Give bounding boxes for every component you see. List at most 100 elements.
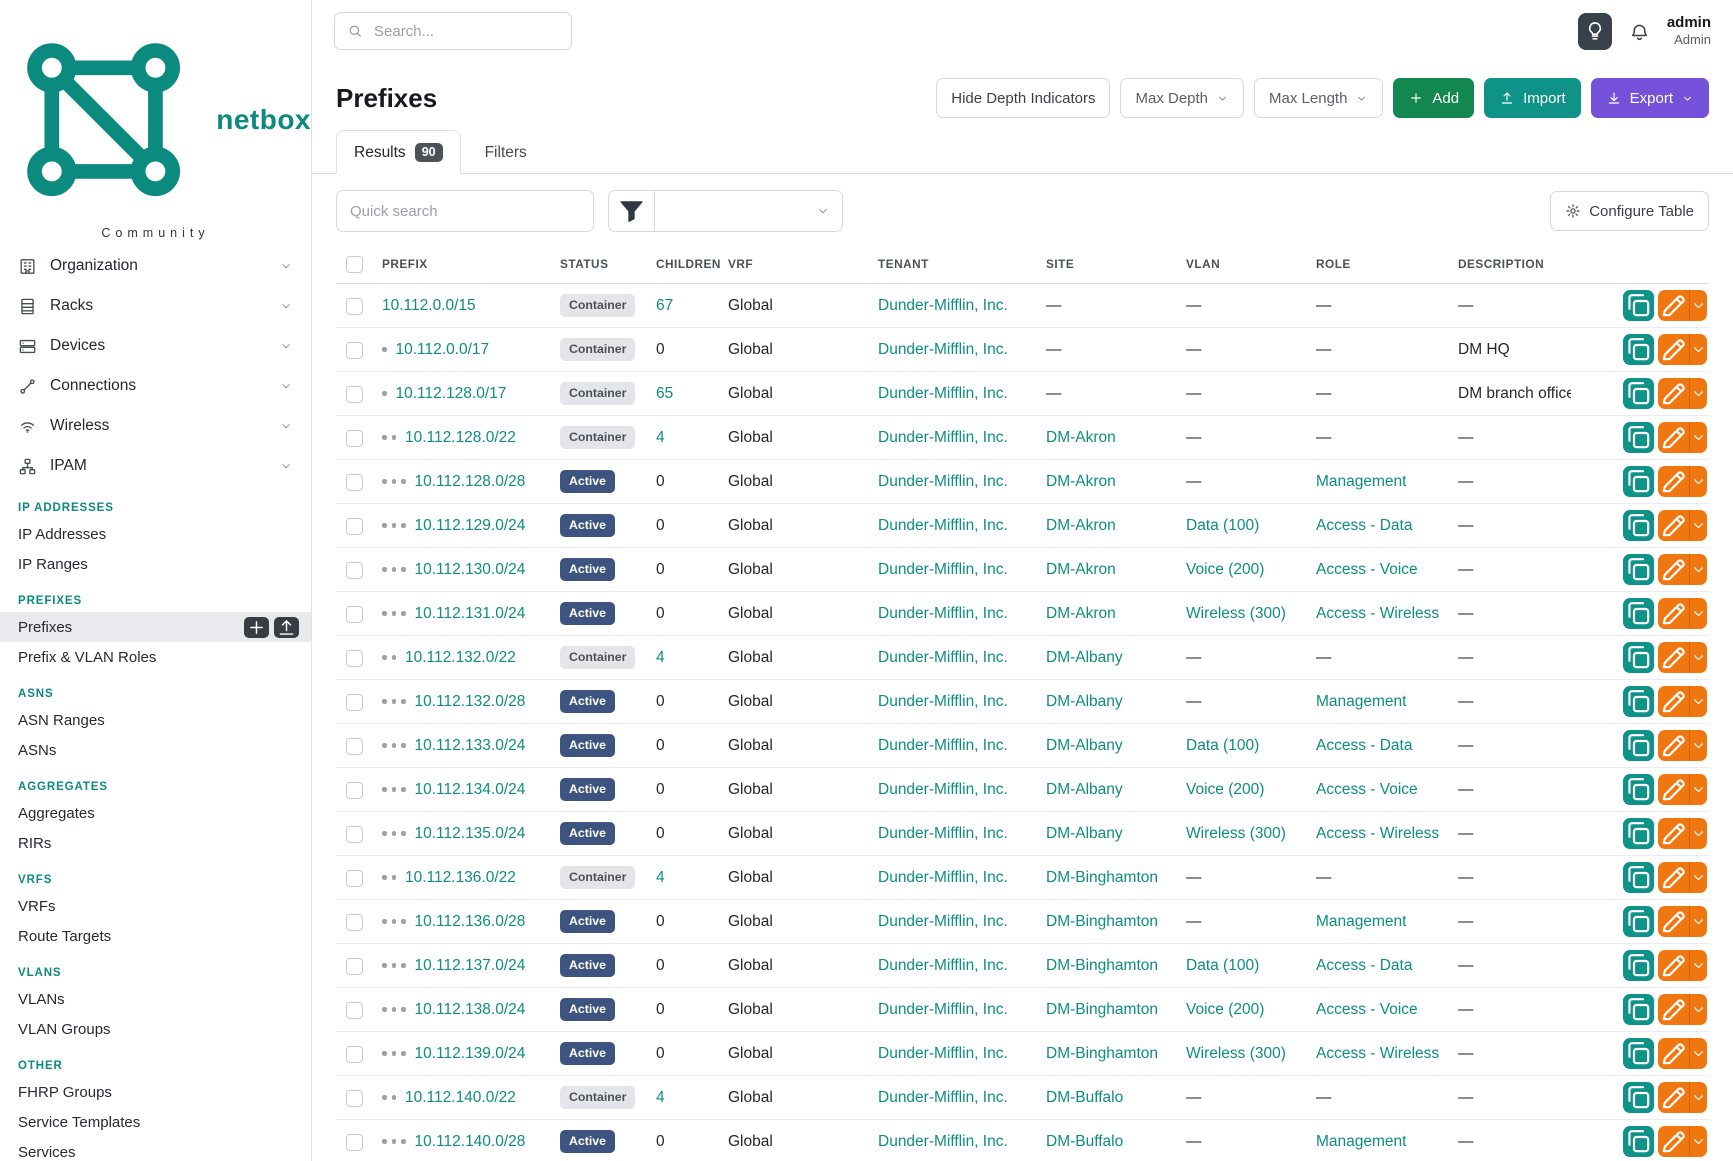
sidebar-item-ip-addresses[interactable]: IP Addresses xyxy=(0,519,311,549)
row-checkbox[interactable] xyxy=(346,650,363,667)
children-link[interactable]: 4 xyxy=(656,869,665,886)
column-header-children[interactable]: CHILDREN xyxy=(648,244,720,284)
clone-button[interactable] xyxy=(1623,334,1654,365)
edit-dropdown-toggle[interactable] xyxy=(1689,290,1707,321)
column-header-status[interactable]: STATUS xyxy=(552,244,648,284)
edit-dropdown-toggle[interactable] xyxy=(1689,994,1707,1025)
row-checkbox[interactable] xyxy=(346,1090,363,1107)
prefix-link[interactable]: 10.112.130.0/24 xyxy=(415,561,526,578)
site-link[interactable]: DM-Albany xyxy=(1046,825,1123,842)
sidebar-item-vrfs[interactable]: VRFs xyxy=(0,891,311,921)
edit-dropdown-toggle[interactable] xyxy=(1689,466,1707,497)
tenant-link[interactable]: Dunder-Mifflin, Inc. xyxy=(878,429,1008,446)
edit-button[interactable] xyxy=(1658,466,1689,497)
edit-button[interactable] xyxy=(1658,730,1689,761)
vlan-link[interactable]: Data (100) xyxy=(1186,957,1259,974)
max-depth-dropdown[interactable]: Max Depth xyxy=(1120,78,1244,118)
role-link[interactable]: Access - Voice xyxy=(1316,561,1418,578)
select-all-checkbox[interactable] xyxy=(346,256,363,273)
role-link[interactable]: Management xyxy=(1316,473,1406,490)
tenant-link[interactable]: Dunder-Mifflin, Inc. xyxy=(878,957,1008,974)
add-prefix-button[interactable] xyxy=(244,617,269,638)
prefix-link[interactable]: 10.112.132.0/28 xyxy=(415,693,526,710)
site-link[interactable]: DM-Akron xyxy=(1046,605,1116,622)
sidebar-item-services[interactable]: Services xyxy=(0,1137,311,1161)
sidebar-item-prefixes[interactable]: Prefixes xyxy=(0,612,311,642)
row-checkbox[interactable] xyxy=(346,826,363,843)
quick-search-input[interactable] xyxy=(336,190,594,232)
role-link[interactable]: Access - Data xyxy=(1316,517,1412,534)
row-checkbox[interactable] xyxy=(346,1002,363,1019)
clone-button[interactable] xyxy=(1623,1082,1654,1113)
edit-dropdown-toggle[interactable] xyxy=(1689,510,1707,541)
sidebar-item-wireless[interactable]: Wireless xyxy=(0,406,311,446)
hide-depth-indicators-button[interactable]: Hide Depth Indicators xyxy=(936,78,1110,118)
import-prefix-button[interactable] xyxy=(274,617,299,638)
tenant-link[interactable]: Dunder-Mifflin, Inc. xyxy=(878,693,1008,710)
tenant-link[interactable]: Dunder-Mifflin, Inc. xyxy=(878,385,1008,402)
edit-button[interactable] xyxy=(1658,1126,1689,1157)
site-link[interactable]: DM-Buffalo xyxy=(1046,1133,1123,1150)
row-checkbox[interactable] xyxy=(346,914,363,931)
children-link[interactable]: 67 xyxy=(656,297,673,314)
edit-dropdown-toggle[interactable] xyxy=(1689,1082,1707,1113)
vlan-link[interactable]: Wireless (300) xyxy=(1186,605,1286,622)
edit-button[interactable] xyxy=(1658,906,1689,937)
prefix-link[interactable]: 10.112.140.0/28 xyxy=(415,1133,526,1150)
row-checkbox[interactable] xyxy=(346,694,363,711)
sidebar-item-ip-ranges[interactable]: IP Ranges xyxy=(0,549,311,579)
column-header-prefix[interactable]: PREFIX xyxy=(374,244,552,284)
edit-dropdown-toggle[interactable] xyxy=(1689,730,1707,761)
column-header-vlan[interactable]: VLAN xyxy=(1178,244,1308,284)
row-checkbox[interactable] xyxy=(346,474,363,491)
site-link[interactable]: DM-Akron xyxy=(1046,561,1116,578)
clone-button[interactable] xyxy=(1623,554,1654,585)
sidebar-item-vlans[interactable]: VLANs xyxy=(0,984,311,1014)
column-header-vrf[interactable]: VRF xyxy=(720,244,870,284)
edit-button[interactable] xyxy=(1658,598,1689,629)
vlan-link[interactable]: Voice (200) xyxy=(1186,561,1264,578)
clone-button[interactable] xyxy=(1623,290,1654,321)
prefix-link[interactable]: 10.112.128.0/17 xyxy=(396,385,507,402)
site-link[interactable]: DM-Buffalo xyxy=(1046,1089,1123,1106)
site-link[interactable]: DM-Binghamton xyxy=(1046,869,1158,886)
site-link[interactable]: DM-Akron xyxy=(1046,429,1116,446)
sidebar-item-aggregates[interactable]: Aggregates xyxy=(0,798,311,828)
vlan-link[interactable]: Data (100) xyxy=(1186,517,1259,534)
edit-button[interactable] xyxy=(1658,378,1689,409)
tenant-link[interactable]: Dunder-Mifflin, Inc. xyxy=(878,649,1008,666)
row-checkbox[interactable] xyxy=(346,386,363,403)
column-header-role[interactable]: ROLE xyxy=(1308,244,1450,284)
row-checkbox[interactable] xyxy=(346,562,363,579)
tenant-link[interactable]: Dunder-Mifflin, Inc. xyxy=(878,913,1008,930)
site-link[interactable]: DM-Binghamton xyxy=(1046,1045,1158,1062)
edit-button[interactable] xyxy=(1658,642,1689,673)
role-link[interactable]: Management xyxy=(1316,913,1406,930)
column-header-description[interactable]: DESCRIPTION xyxy=(1450,244,1571,284)
sidebar-item-vlan-groups[interactable]: VLAN Groups xyxy=(0,1014,311,1044)
role-link[interactable]: Access - Data xyxy=(1316,737,1412,754)
edit-button[interactable] xyxy=(1658,422,1689,453)
row-checkbox[interactable] xyxy=(346,1134,363,1151)
prefix-link[interactable]: 10.112.135.0/24 xyxy=(415,825,526,842)
tab-filters[interactable]: Filters xyxy=(467,130,545,174)
role-link[interactable]: Access - Wireless xyxy=(1316,1045,1439,1062)
clone-button[interactable] xyxy=(1623,774,1654,805)
role-link[interactable]: Access - Wireless xyxy=(1316,605,1439,622)
edit-dropdown-toggle[interactable] xyxy=(1689,818,1707,849)
edit-button[interactable] xyxy=(1658,950,1689,981)
add-button[interactable]: Add xyxy=(1393,78,1474,118)
sidebar-item-service-templates[interactable]: Service Templates xyxy=(0,1107,311,1137)
row-checkbox[interactable] xyxy=(346,782,363,799)
sidebar-item-asn-ranges[interactable]: ASN Ranges xyxy=(0,705,311,735)
row-checkbox[interactable] xyxy=(346,518,363,535)
site-link[interactable]: DM-Binghamton xyxy=(1046,1001,1158,1018)
clone-button[interactable] xyxy=(1623,510,1654,541)
role-link[interactable]: Management xyxy=(1316,1133,1406,1150)
edit-dropdown-toggle[interactable] xyxy=(1689,906,1707,937)
row-checkbox[interactable] xyxy=(346,738,363,755)
row-checkbox[interactable] xyxy=(346,1046,363,1063)
tenant-link[interactable]: Dunder-Mifflin, Inc. xyxy=(878,1133,1008,1150)
search-input[interactable] xyxy=(372,22,559,41)
sidebar-item-organization[interactable]: Organization xyxy=(0,246,311,286)
